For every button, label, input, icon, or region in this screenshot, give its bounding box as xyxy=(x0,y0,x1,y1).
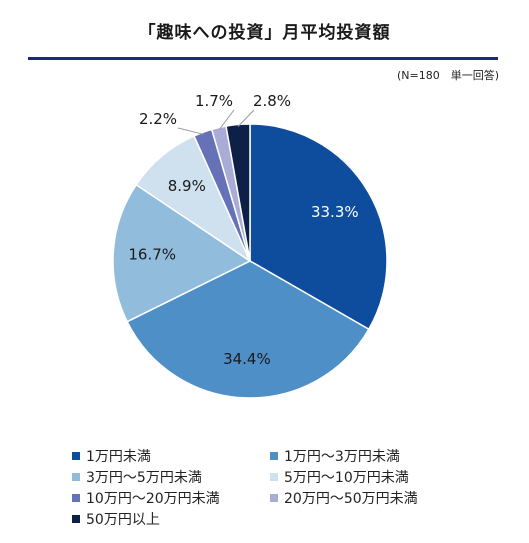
pie-slice xyxy=(126,260,370,399)
legend-label: 1万円未満 xyxy=(86,448,151,465)
legend-swatch xyxy=(270,493,278,502)
legend-item: 3万円～5万円未満 xyxy=(72,468,270,486)
legend-label: 1万円～3万円未満 xyxy=(284,448,400,465)
legend-label: 50万円以上 xyxy=(86,511,160,528)
pie-slice xyxy=(249,123,388,331)
leader-line xyxy=(218,109,235,130)
slice-data-label: 33.3% xyxy=(311,203,359,221)
slice-data-label: 2.8% xyxy=(253,92,291,110)
slice-data-label: 34.4% xyxy=(223,350,271,368)
legend-label: 5万円～10万円未満 xyxy=(284,469,409,486)
leader-line xyxy=(237,109,255,127)
legend-swatch xyxy=(270,451,278,460)
chart-title: 「趣味への投資」月平均投資額 xyxy=(138,23,391,43)
leader-line xyxy=(177,127,204,135)
slice-data-label: 8.9% xyxy=(168,177,206,195)
legend-swatch xyxy=(72,493,80,502)
legend-item: 1万円未満 xyxy=(72,447,270,465)
legend-item: 10万円～20万円未満 xyxy=(72,489,270,507)
legend-item: 20万円～50万円未満 xyxy=(270,489,480,507)
legend-label: 3万円～5万円未満 xyxy=(86,469,202,486)
title-underline xyxy=(28,57,498,60)
sample-note: (N=180 単一回答) xyxy=(396,69,499,82)
legend-swatch xyxy=(270,472,278,481)
legend: 1万円未満 1万円～3万円未満 3万円～5万円未満 5万円～10万円未満 10万円～20… xyxy=(72,447,512,528)
legend-item: 5万円～10万円未満 xyxy=(270,468,480,486)
slice-data-label: 2.2% xyxy=(139,110,177,128)
legend-label: 20万円～50万円未満 xyxy=(284,490,418,507)
legend-swatch xyxy=(72,472,80,481)
legend-item: 1万円～3万円未満 xyxy=(270,447,480,465)
legend-swatch xyxy=(72,451,80,460)
legend-label: 10万円～20万円未満 xyxy=(86,490,220,507)
legend-item: 50万円以上 xyxy=(72,510,270,528)
legend-swatch xyxy=(72,514,80,523)
pie-slice xyxy=(225,123,251,262)
slice-data-label: 16.7% xyxy=(128,246,176,264)
slice-data-label: 1.7% xyxy=(195,92,233,110)
pie-slice xyxy=(112,183,252,323)
